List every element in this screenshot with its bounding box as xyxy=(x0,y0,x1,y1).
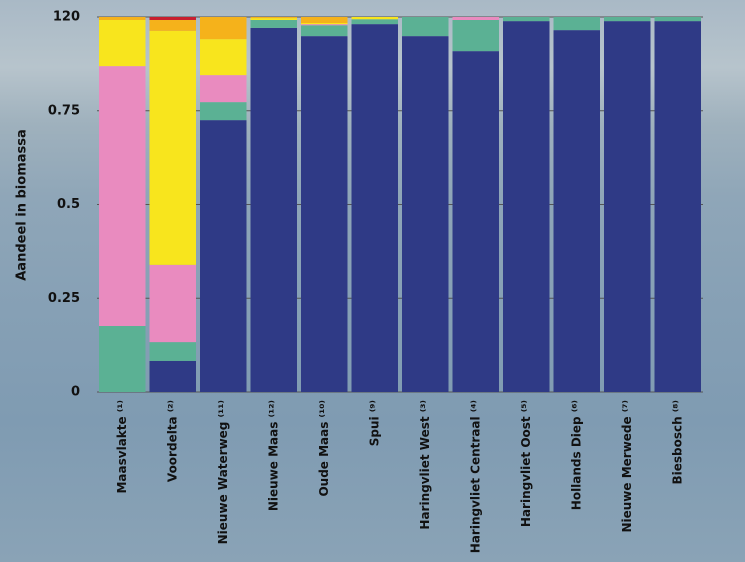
x-tick-label: Voordelta ⁽²⁾ xyxy=(165,400,179,482)
bar-segment xyxy=(99,17,146,20)
bar-segment xyxy=(251,17,298,18)
bar-segment xyxy=(150,20,197,31)
bar-segment xyxy=(402,36,449,392)
y-tick-label: 0.75 xyxy=(48,103,80,118)
bar-segment xyxy=(301,17,348,23)
bar-segment xyxy=(251,18,298,20)
page: Aandeel in biomassa 0 0.25 0.5 0.75 120 Maasv… xyxy=(0,0,745,562)
bar-segment xyxy=(150,342,197,361)
bar-segment xyxy=(251,28,298,392)
bar-segment xyxy=(554,17,601,30)
x-tick-label: Nieuwe Merwede ⁽⁷⁾ xyxy=(620,400,634,533)
x-tick-label: Haringvliet Oost ⁽⁵⁾ xyxy=(519,400,533,527)
y-tick-label: 0 xyxy=(71,385,80,400)
y-tick-label: 0.5 xyxy=(57,197,80,212)
bar-segment xyxy=(503,21,550,392)
bar-segment xyxy=(402,17,449,36)
bar-segment xyxy=(554,30,601,392)
bar-segment xyxy=(150,17,197,20)
bar-segment xyxy=(453,17,500,20)
bar-segment xyxy=(200,102,247,120)
bar-segment xyxy=(453,51,500,392)
x-tick-label: Maasvlakte ⁽¹⁾ xyxy=(115,400,129,494)
bar-segment xyxy=(200,17,247,39)
x-tick-label: Nieuwe Maas ⁽¹²⁾ xyxy=(266,400,280,511)
x-tick-label: Haringvliet West ⁽³⁾ xyxy=(418,400,432,530)
bar-segment xyxy=(99,326,146,392)
bar-segment xyxy=(604,21,651,392)
bar-segment xyxy=(301,36,348,392)
x-tick-label: Nieuwe Waterweg ⁽¹¹⁾ xyxy=(216,400,230,544)
chart: Aandeel in biomassa 0 0.25 0.5 0.75 120 Maasv… xyxy=(0,0,745,562)
bar-segment xyxy=(655,21,702,392)
bar-segment xyxy=(453,20,500,51)
x-tick-label: Spui ⁽⁹⁾ xyxy=(367,400,381,446)
bar-segment xyxy=(200,39,247,75)
bar-segment xyxy=(200,75,247,102)
bar-segment xyxy=(99,20,146,66)
bar-segment xyxy=(352,17,399,19)
bar-segment xyxy=(301,24,348,25)
y-tick-label: 0.25 xyxy=(48,291,80,306)
bar-segment xyxy=(352,19,399,24)
bar-segment xyxy=(200,120,247,392)
y-axis-label: Aandeel in biomassa xyxy=(15,129,30,281)
bar-segment xyxy=(503,17,550,21)
bar-segment xyxy=(150,361,197,392)
x-tick-label: Oude Maas ⁽¹⁰⁾ xyxy=(317,400,331,497)
bar-segment xyxy=(301,23,348,24)
x-tick-label: Biesbosch ⁽⁸⁾ xyxy=(670,400,684,485)
bar-segment xyxy=(251,20,298,28)
x-tick-label: Haringvliet Centraal ⁽⁴⁾ xyxy=(468,400,482,553)
y-tick-label: 120 xyxy=(53,10,80,25)
bar-segment xyxy=(655,17,702,21)
bar-segment xyxy=(99,66,146,326)
bar-segment xyxy=(352,24,399,392)
x-tick-label: Hollands Diep ⁽⁶⁾ xyxy=(569,400,583,510)
bar-segment xyxy=(150,31,197,265)
bar-segment xyxy=(604,17,651,21)
bar-segment xyxy=(301,25,348,36)
bar-segment xyxy=(150,265,197,342)
